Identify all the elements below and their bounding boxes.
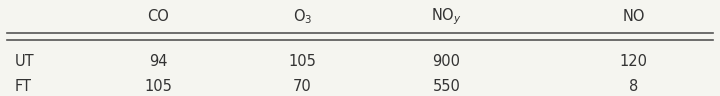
Text: 94: 94 bbox=[149, 54, 168, 69]
Text: 8: 8 bbox=[629, 79, 638, 94]
Text: 105: 105 bbox=[289, 54, 316, 69]
Text: CO: CO bbox=[148, 10, 169, 24]
Text: FT: FT bbox=[14, 79, 32, 94]
Text: 550: 550 bbox=[433, 79, 460, 94]
Text: 70: 70 bbox=[293, 79, 312, 94]
Text: O$_3$: O$_3$ bbox=[293, 8, 312, 26]
Text: NO$_y$: NO$_y$ bbox=[431, 7, 462, 27]
Text: UT: UT bbox=[14, 54, 34, 69]
Text: 105: 105 bbox=[145, 79, 172, 94]
Text: 900: 900 bbox=[433, 54, 460, 69]
Text: NO: NO bbox=[622, 10, 645, 24]
Text: 120: 120 bbox=[620, 54, 647, 69]
